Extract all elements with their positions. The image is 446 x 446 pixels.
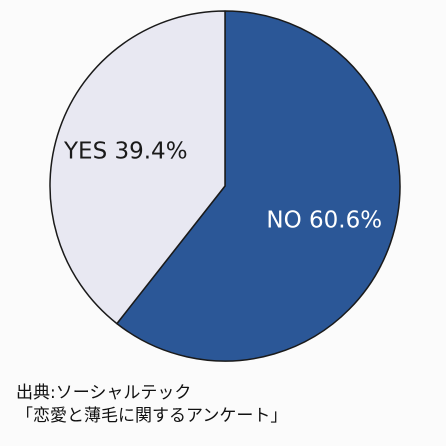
- pie-slices: [49, 10, 401, 362]
- source-line-1: 出典:ソーシャルテック: [16, 383, 192, 403]
- pie-label-no: NO 60.6%: [266, 207, 382, 233]
- pie-slice-no: [116, 10, 401, 362]
- pie-label-yes: YES 39.4%: [63, 139, 188, 165]
- pie-labels: NO 60.6% YES 39.4%: [63, 139, 382, 234]
- pie-chart: NO 60.6% YES 39.4%: [49, 10, 401, 362]
- pie-slice-yes: [49, 10, 226, 325]
- source-line-2: 「恋愛と薄毛に関するアンケート」: [16, 406, 288, 426]
